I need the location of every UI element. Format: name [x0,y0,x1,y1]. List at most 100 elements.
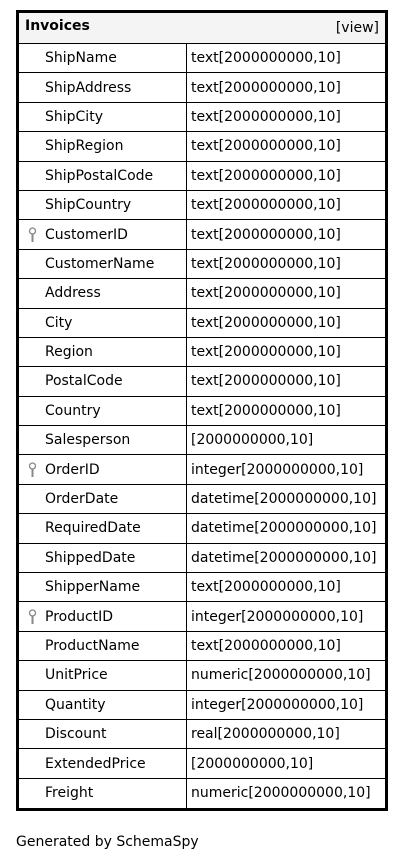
footer-credit: Generated by SchemaSpy [16,834,199,850]
column-type: text[2000000000,10] [191,402,341,419]
column-type: integer[2000000000,10] [191,696,364,713]
column-name-cell: Quantity [19,690,187,719]
column-type: text[2000000000,10] [191,138,341,155]
column-type: text[2000000000,10] [191,50,341,67]
table-row: Quantity integer[2000000000,10] [19,690,385,720]
column-type: datetime[2000000000,10] [191,520,377,537]
table-row: Address text[2000000000,10] [19,279,385,309]
table-row: Region text[2000000000,10] [19,337,385,368]
column-name: Discount [45,726,107,743]
column-type: [2000000000,10] [191,755,314,772]
column-type: numeric[2000000000,10] [191,667,371,684]
column-name-cell: UnitPrice [19,661,187,690]
table-entity-invoices: Invoices [view] ShipName text[2000000000,… [16,10,388,812]
table-title: Invoices [25,18,90,34]
column-name: ExtendedPrice [45,755,146,772]
column-name-cell: ShippedDate [19,543,187,573]
table-row: ProductName text[2000000000,10] [19,631,385,662]
column-name-cell: PostalCode [19,367,187,396]
column-name-cell: ShipperName [19,573,187,602]
column-name: ShipPostalCode [45,167,154,184]
column-type: numeric[2000000000,10] [191,785,371,802]
table-row: ShipCountry text[2000000000,10] [19,190,385,221]
column-name: UnitPrice [45,667,108,684]
column-name-cell: RequiredDate [19,514,187,543]
column-name-cell: ProductID [19,602,187,631]
column-name: CustomerID [45,226,128,243]
column-name-cell: ShipPostalCode [19,161,187,190]
table-row: CustomerID text[2000000000,10] [19,220,385,250]
column-name: ShipperName [45,579,141,596]
column-name: OrderID [45,461,100,478]
key-icon [28,609,37,625]
column-type: text[2000000000,10] [191,108,341,125]
column-name: ProductID [45,608,114,625]
table-row: Freight numeric[2000000000,10] [19,778,385,809]
column-name: ProductName [45,638,140,654]
column-name: Freight [45,785,94,802]
column-name-cell: ProductName [19,631,187,661]
table-row: ProductID integer[2000000000,10] [19,602,385,632]
column-name: ShippedDate [45,549,136,566]
column-name-cell: Freight [19,778,187,809]
table-row: OrderDate datetime[2000000000,10] [19,484,385,515]
column-name: OrderDate [45,491,119,508]
column-type: text[2000000000,10] [191,638,341,654]
column-name-cell: OrderID [19,455,187,484]
table-row: OrderID integer[2000000000,10] [19,455,385,485]
column-name: CustomerName [45,255,155,272]
column-name: ShipRegion [45,138,124,155]
column-name-cell: ShipRegion [19,132,187,161]
table-row: Country text[2000000000,10] [19,396,385,427]
table-header: Invoices [view] [19,13,385,44]
column-type: real[2000000000,10] [191,726,340,743]
table-row: ShipperName text[2000000000,10] [19,573,385,603]
table-row: ShippedDate datetime[2000000000,10] [19,543,385,574]
column-type: text[2000000000,10] [191,344,341,361]
table-row: UnitPrice numeric[2000000000,10] [19,661,385,691]
column-name-cell: ExtendedPrice [19,749,187,778]
table-row: Salesperson [2000000000,10] [19,426,385,456]
column-type: text[2000000000,10] [191,255,341,272]
column-type: datetime[2000000000,10] [191,549,377,566]
table-row: CustomerName text[2000000000,10] [19,249,385,280]
column-type: text[2000000000,10] [191,373,341,390]
view-link[interactable]: [view] [335,20,379,36]
column-name-cell: City [19,308,187,337]
column-name-cell: ShipCity [19,102,187,132]
column-type: [2000000000,10] [191,432,314,449]
column-name: Country [45,402,101,419]
column-type: text[2000000000,10] [191,226,341,243]
table-row: PostalCode text[2000000000,10] [19,367,385,397]
table-row: City text[2000000000,10] [19,308,385,338]
column-name-cell: OrderDate [19,484,187,514]
key-icon [28,462,37,478]
column-type: text[2000000000,10] [191,167,341,184]
column-name: Address [45,285,101,302]
column-type: text[2000000000,10] [191,579,341,596]
column-name-cell: ShipCountry [19,190,187,220]
column-type: integer[2000000000,10] [191,461,364,478]
column-name: Quantity [45,696,106,713]
column-name-cell: ShipName [19,44,187,73]
column-name: ShipAddress [45,79,132,96]
column-type: text[2000000000,10] [191,285,341,302]
column-type: integer[2000000000,10] [191,608,364,625]
column-name: RequiredDate [45,520,141,537]
column-type: text[2000000000,10] [191,314,341,331]
column-name-cell: ShipAddress [19,73,187,102]
column-name: City [45,314,73,331]
table-row: ExtendedPrice [2000000000,10] [19,749,385,779]
table-row: ShipPostalCode text[2000000000,10] [19,161,385,191]
column-name: Region [45,344,93,361]
column-name: PostalCode [45,373,123,390]
column-name-cell: Region [19,337,187,367]
column-name-cell: CustomerName [19,249,187,279]
column-name-cell: Country [19,396,187,426]
table-row: Discount real[2000000000,10] [19,719,385,750]
column-list: ShipName text[2000000000,10] ShipAddress te… [19,44,385,809]
column-name-cell: Address [19,279,187,308]
column-name-cell: CustomerID [19,220,187,249]
column-name: Salesperson [45,432,131,449]
table-row: RequiredDate datetime[2000000000,10] [19,514,385,544]
